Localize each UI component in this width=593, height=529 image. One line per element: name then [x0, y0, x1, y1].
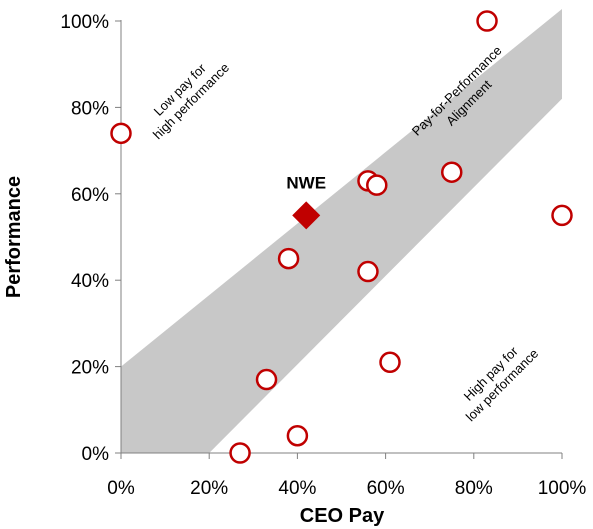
data-point: [229, 442, 251, 464]
data-point: [110, 122, 132, 145]
data-point: [286, 424, 309, 447]
region-label-bottom-right: High pay for low performance: [461, 343, 542, 424]
data-point: [357, 260, 379, 283]
y-tick-label: 60%: [71, 185, 109, 206]
x-tick-label: 100%: [538, 478, 587, 499]
data-point: [255, 368, 278, 391]
data-point: [277, 247, 300, 270]
y-tick-label: 0%: [82, 444, 110, 465]
data-point: [476, 10, 498, 32]
y-axis-title: Performance: [3, 176, 25, 298]
data-point: [441, 161, 463, 183]
x-tick-label: 40%: [278, 478, 316, 499]
x-tick-label: 60%: [367, 478, 405, 499]
x-axis-title: CEO Pay: [300, 505, 385, 527]
x-tick-label: 0%: [107, 478, 135, 499]
x-tick-label: 80%: [455, 478, 493, 499]
data-point: [551, 204, 573, 227]
y-tick-label: 100%: [60, 12, 109, 33]
nwe-label: NWE: [286, 173, 326, 192]
x-tick-label: 20%: [190, 478, 228, 499]
y-tick-label: 40%: [71, 271, 109, 292]
alignment-band: [121, 9, 562, 453]
region-label-top-left: Low pay for high performance: [150, 60, 232, 142]
y-tick-label: 80%: [71, 98, 109, 119]
nwe-diamond-marker: [292, 201, 321, 230]
data-point: [379, 351, 401, 374]
y-tick-label: 20%: [71, 358, 109, 379]
data-point: [366, 174, 388, 196]
